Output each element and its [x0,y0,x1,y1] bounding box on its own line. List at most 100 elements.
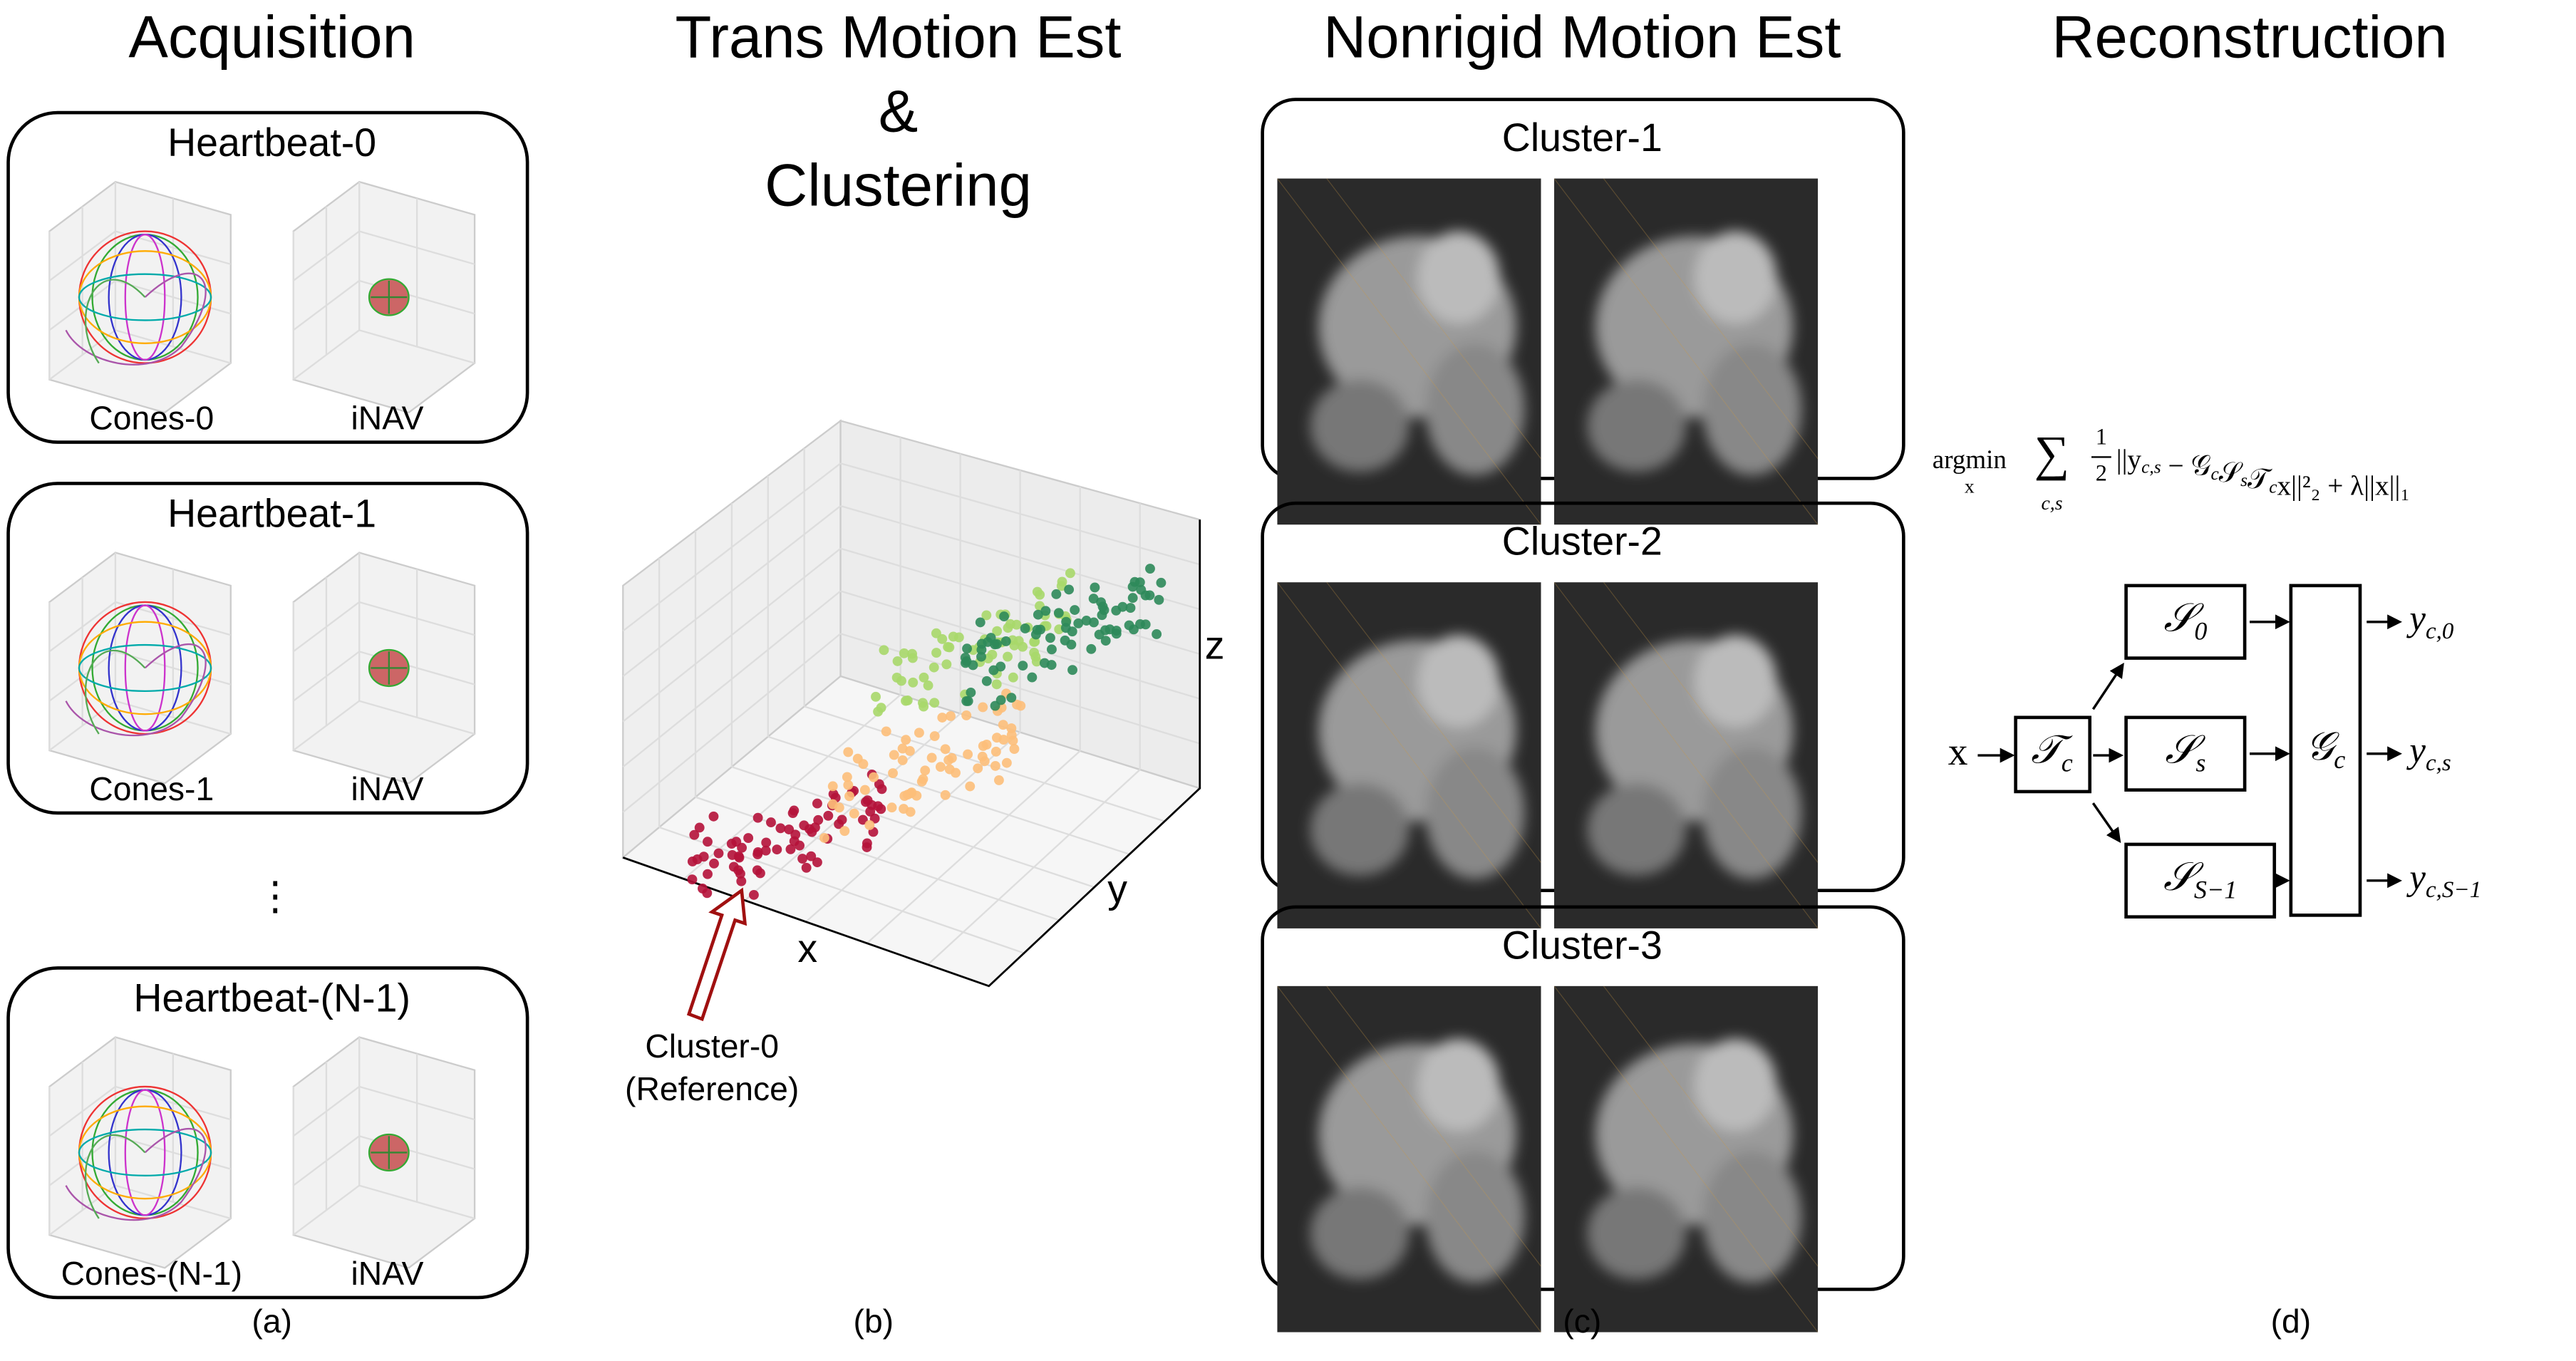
box-title: Heartbeat-(N-1) [133,976,410,1020]
scatter-point [965,781,976,792]
equation-op-sub: x [1965,476,1975,498]
scatter-point [736,876,747,886]
equation-sub: c [2269,476,2277,497]
output-label: yc,0 [2406,599,2454,643]
box-title: Cluster-3 [1502,923,1662,967]
scatter-point [998,735,1009,745]
sampler-box [2124,584,2247,660]
scatter-point [1065,568,1075,579]
scatter-point [1064,584,1075,595]
sampler-box [2124,842,2277,919]
equation-term: ||y [2116,443,2142,475]
arrow [2091,662,2124,710]
plot-label: iNAV [351,770,424,807]
scatter-point [1154,594,1164,605]
scatter-point [1018,661,1028,671]
equation-term: ² [2302,470,2311,501]
scatter-point [755,868,765,879]
mri-image [1554,179,1818,525]
scatter-point [881,726,891,737]
scatter-point [879,645,889,656]
output-label-base: y [2406,599,2426,638]
content: Acquisition Heartbeat-0 Cones-0 iNAV Heartbe… [6,4,2481,1340]
heartbeat-box [6,966,529,1300]
sampler-label-sub: 0 [2194,617,2207,646]
scatter-point [849,808,859,819]
coil-label-sub: c [2334,745,2345,774]
axis-label: y [1107,867,1127,911]
scatter-point [858,759,869,770]
ellipsis: ⋮ [255,874,295,918]
output-label-sub: c,s [2426,750,2451,776]
scatter-point [1033,609,1043,620]
scatter-point [929,731,940,741]
scatter-point [689,829,700,840]
scatter-point [1003,651,1013,662]
scatter-point [823,810,834,821]
scatter-point [871,691,881,702]
scatter-point [943,755,954,765]
inav-plot [294,182,475,413]
transform-label: 𝒯c [2031,728,2073,777]
scatter-point [1100,636,1111,646]
scatter-point [703,837,713,847]
scatter-point [1013,636,1024,646]
scatter-point [992,626,1003,636]
scatter-point [962,643,972,654]
scatter-point [785,844,796,854]
scatter-point [901,695,911,706]
equation-sub: c,s [2141,456,2161,477]
scatter-point [904,746,915,756]
scatter-point [963,749,973,760]
scatter-point [735,869,745,879]
scatter-point [876,784,887,795]
equation-sub: c [2210,463,2219,484]
scatter-point [865,806,876,817]
scatter-point [1003,623,1013,633]
panel-title: Clustering [765,152,1032,219]
scatter-point [1070,605,1080,615]
equation: ||yc,s − 𝒢c𝒮s𝒯cx||²₂ + λ||x||₁ [2116,443,2410,501]
scatter-point [966,687,976,698]
plot-label: Cones-1 [89,770,214,807]
scatter-point [1006,730,1017,740]
plot-label: Cones-(N-1) [61,1255,242,1292]
caption: (c) [1563,1303,1601,1340]
scatter-point [973,763,983,774]
plot-label: Cones-0 [89,400,214,437]
scatter-point [889,750,899,760]
scatter-point [1047,644,1057,655]
scatter-point [941,659,952,670]
scatter-point [1140,619,1151,630]
scatter-point [752,849,763,859]
scatter-point [843,780,854,790]
panel-title: Nonrigid Motion Est [1323,4,1841,71]
scatter-point [1144,590,1155,601]
scatter-point [1060,635,1070,646]
scatter-point [713,848,724,859]
scatter-point [1046,660,1057,671]
scatter-point [790,829,801,840]
sampler-box [2124,715,2247,792]
scatter-point [709,858,719,869]
scatter-point [1089,617,1099,628]
scatter-point [1145,564,1155,574]
scatter-point [940,790,951,800]
scatter-point [766,817,776,828]
box-title: Heartbeat-0 [167,120,376,165]
scatter-point [857,814,868,825]
scatter-point [726,839,737,849]
scatter-point [899,648,909,658]
scatter-point [918,774,929,785]
scatter-point [1000,636,1011,646]
scatter-point [1057,576,1067,587]
cones-plot [49,182,230,413]
arrow [2091,802,2121,844]
scatter-point [827,781,838,792]
equation-op: argmin [1933,445,2007,475]
scatter-point [978,702,988,713]
scatter-point [1045,633,1055,643]
scatter-point [761,837,772,848]
scatter-point [1035,624,1045,635]
equation-term: ₂ [2311,470,2321,501]
